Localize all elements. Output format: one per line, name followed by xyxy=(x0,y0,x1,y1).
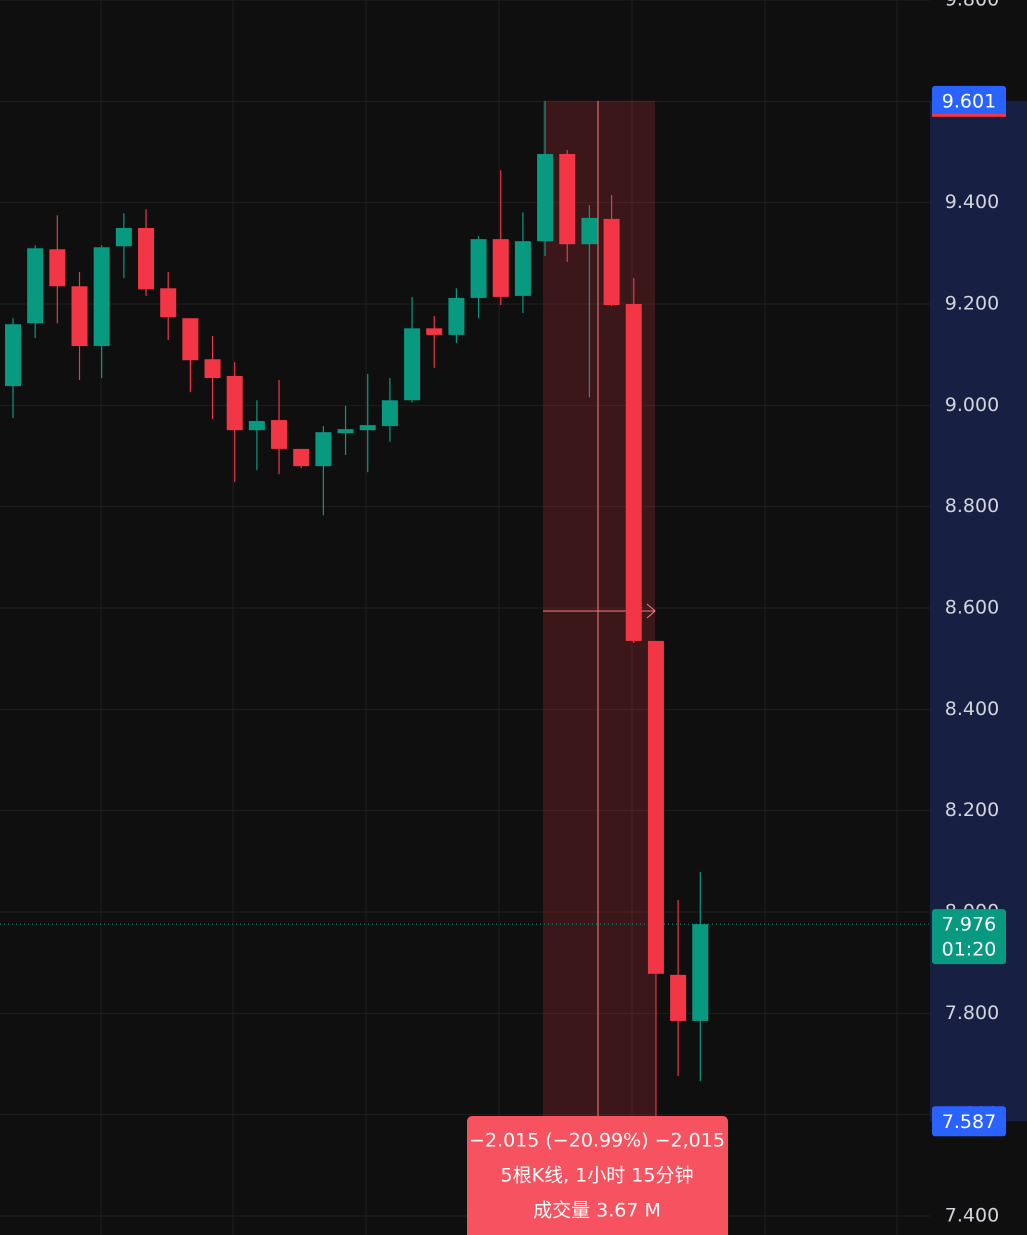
range-low-label-bg xyxy=(932,1106,1006,1137)
candle-body xyxy=(248,421,265,431)
candle-body xyxy=(492,239,509,297)
candle-body xyxy=(49,249,66,287)
candle-body xyxy=(5,324,21,387)
candle-body xyxy=(182,318,199,361)
candle-body xyxy=(537,154,554,242)
candle-body xyxy=(337,429,354,434)
candle-body xyxy=(470,239,487,298)
range-high-label-bg xyxy=(932,85,1006,116)
candle-body xyxy=(204,359,221,378)
candle-body xyxy=(115,228,132,247)
countdown-label: 01:20 xyxy=(942,939,997,961)
candle-body xyxy=(426,328,443,335)
candle-body xyxy=(670,974,687,1021)
y-tick-label: 7.400 xyxy=(945,1205,999,1227)
candle-body xyxy=(138,228,155,290)
range-low-label: 7.587 xyxy=(942,1111,996,1133)
y-tick-label: 8.800 xyxy=(945,495,999,517)
candle-body xyxy=(448,297,465,335)
measure-text: −2.015 (−20.99%) −2,015 xyxy=(469,1130,725,1152)
measure-text: 成交量 3.67 M xyxy=(533,1200,661,1222)
candle-body xyxy=(692,924,709,1021)
candle-body xyxy=(581,217,598,245)
y-tick-label: 9.200 xyxy=(945,293,999,315)
candle-body xyxy=(271,420,288,449)
y-tick-label: 9.000 xyxy=(945,394,999,416)
measure-text: 5根K线, 1小时 15分钟 xyxy=(501,1165,694,1187)
y-tick-label: 9.400 xyxy=(945,191,999,213)
candle-body xyxy=(559,154,576,245)
y-tick-label: 9.800 xyxy=(945,0,999,11)
candle-body xyxy=(27,248,44,324)
candle-body xyxy=(359,425,376,431)
candle-body xyxy=(315,432,332,467)
candle-body xyxy=(647,640,664,974)
candle-body xyxy=(514,241,531,296)
measure-box xyxy=(467,1116,728,1235)
candle-body xyxy=(625,304,642,641)
range-high-underline xyxy=(932,113,1006,117)
last-price-bg xyxy=(932,909,1006,965)
candle-body xyxy=(93,247,110,347)
candle-body xyxy=(71,286,88,347)
y-tick-label: 8.400 xyxy=(945,698,999,720)
candle-body xyxy=(404,328,421,401)
y-tick-label: 8.600 xyxy=(945,597,999,619)
candle-body xyxy=(293,448,310,467)
range-high-label: 9.601 xyxy=(942,90,996,112)
y-tick-label: 8.200 xyxy=(945,799,999,821)
candle-body xyxy=(603,218,620,306)
candle-body xyxy=(381,400,398,427)
y-tick-label: 7.800 xyxy=(945,1002,999,1024)
measure-arrow xyxy=(646,603,656,619)
candle-body xyxy=(160,288,177,318)
candle-body xyxy=(226,375,243,431)
last-price-label: 7.976 xyxy=(942,914,996,936)
